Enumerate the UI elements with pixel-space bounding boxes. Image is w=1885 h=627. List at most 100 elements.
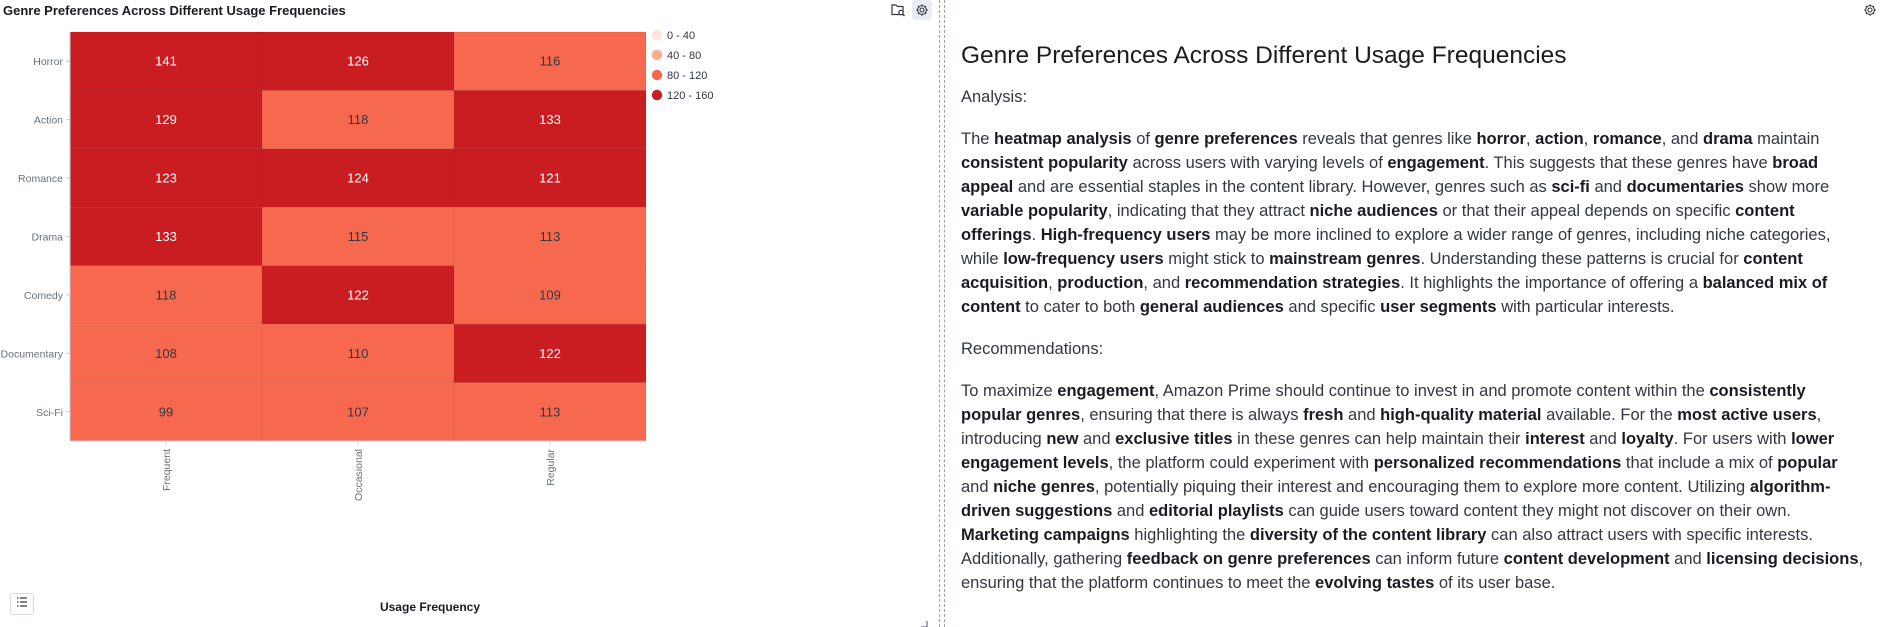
bold-phrase: licensing decisions [1706,550,1859,568]
cell-value-label: 110 [348,346,369,361]
bold-phrase: high-quality material [1380,406,1542,424]
y-tick-label: Sci-Fi [36,407,63,419]
cell-value-label: 129 [155,112,177,127]
text-run: with particular interests. [1496,298,1675,316]
y-tick-label: Action [34,115,63,127]
text-run: , potentially piquing their interest and… [1094,478,1750,496]
legend-swatch[interactable] [651,89,663,101]
bold-phrase: recommendation strategies [1184,274,1401,292]
gear-icon[interactable] [1860,0,1880,20]
text-run: might stick to [1163,250,1270,268]
text-run: may be more inclined to explore a wider … [961,226,1831,268]
heatmap-cell[interactable] [69,265,263,325]
bold-phrase: popular [1777,454,1838,472]
heatmap-cell[interactable] [261,90,455,150]
heatmap-cell[interactable] [453,90,647,150]
legend-swatch[interactable] [651,49,663,61]
bold-phrase: Marketing campaigns [961,526,1130,544]
heatmap-cell[interactable] [261,31,455,91]
text-run: across users with varying levels of [1127,154,1388,172]
cell-value-label: 126 [347,54,369,69]
bold-phrase: High-frequency users [1040,226,1211,244]
heatmap-cell[interactable] [69,148,263,208]
legend-label[interactable]: 80 - 120 [667,70,707,82]
heatmap-cell[interactable] [261,323,455,383]
bold-phrase: consistent popularity [961,154,1128,172]
bold-phrase: engagement [1387,154,1485,172]
legend-swatch[interactable] [651,69,663,81]
cell-value-label: 123 [155,171,177,186]
bold-phrase: broad appeal [961,154,1819,196]
heatmap-cell[interactable] [69,206,263,267]
bold-phrase: niche genres [993,478,1095,496]
heatmap-cell[interactable] [261,265,455,325]
x-axis-title: Usage Frequency [380,600,480,614]
text-run: and [1343,406,1381,424]
bold-phrase: diversity of the content library [1249,526,1487,544]
text-run: and [961,478,994,496]
heatmap-cell[interactable] [453,382,647,442]
cell-value-label: 115 [348,229,369,244]
heatmap-cell[interactable] [453,148,647,208]
bold-phrase: content acquisition [961,250,1803,292]
bold-phrase: general audiences [1139,298,1284,316]
recommendations-paragraph: To maximize engagement, Amazon Prime sho… [961,379,1866,595]
text-run: , ensuring that there is always [1080,406,1304,424]
bold-phrase: fresh [1303,406,1344,424]
bold-phrase: evolving tastes [1315,574,1435,592]
text-run: , and [1661,130,1703,148]
panel-divider[interactable] [938,0,946,627]
text-run: , and [1143,274,1185,292]
heatmap-chart: 141 126 116 129 118 133 123 124 121 133 115 113 118 1… [1,29,713,614]
bold-phrase: genre preferences [1154,130,1298,148]
text-run: and [1669,550,1707,568]
text-run: , [1048,274,1058,292]
text-run: and [1589,178,1627,196]
heatmap-cell[interactable] [69,323,263,383]
text-run: maintain [1752,130,1820,148]
bold-phrase: variable popularity [961,202,1108,220]
resize-handle[interactable] [918,615,928,627]
heatmap-cell[interactable] [69,90,263,150]
legend-swatch[interactable] [651,29,663,41]
bold-phrase: niche audiences [1309,202,1438,220]
text-run: . [1031,226,1041,244]
y-tick-label: Comedy [24,290,64,302]
bold-phrase: balanced mix of content [961,274,1828,316]
text-run: in these genres can help maintain their [1232,430,1526,448]
bold-phrase: engagement [1057,382,1155,400]
heatmap-cell[interactable] [453,31,647,91]
bold-phrase: interest [1525,430,1585,448]
heatmap-cell[interactable] [453,206,647,267]
y-tick-label: Drama [31,232,63,244]
bold-phrase: loyalty [1621,430,1674,448]
cell-value-label: 133 [539,112,561,127]
heatmap-cell[interactable] [453,323,647,383]
bold-phrase: horror [1476,130,1526,148]
legend-label[interactable]: 40 - 80 [667,50,701,62]
bold-phrase: consistently popular genres [961,382,1806,424]
text-run: , introducing [961,406,1822,448]
heatmap-cell[interactable] [453,265,647,325]
heatmap-cell[interactable] [261,382,455,442]
text-run: of its user base. [1434,574,1556,592]
x-tick-label: Frequent [161,449,173,491]
text-run: and are essential staples in the content… [1013,178,1552,196]
heatmap-cell[interactable] [261,148,455,208]
text-run: and [1078,430,1116,448]
heatmap-cell[interactable] [261,206,455,267]
cell-value-label: 107 [347,404,369,419]
bold-phrase: sci-fi [1551,178,1590,196]
text-run: can guide users toward content they migh… [1283,502,1791,520]
legend-label[interactable]: 0 - 40 [667,30,695,42]
inspect-icon[interactable] [888,0,908,20]
legend-toggle-button[interactable] [10,593,34,615]
legend-label[interactable]: 120 - 160 [667,90,713,102]
heatmap-cell[interactable] [69,31,263,91]
bold-phrase: exclusive titles [1115,430,1233,448]
y-tick-label: Horror [33,56,63,68]
cell-value-label: 118 [348,112,369,127]
bold-phrase: mainstream genres [1269,250,1421,268]
gear-icon[interactable] [912,0,932,20]
text-run: The [961,130,995,148]
